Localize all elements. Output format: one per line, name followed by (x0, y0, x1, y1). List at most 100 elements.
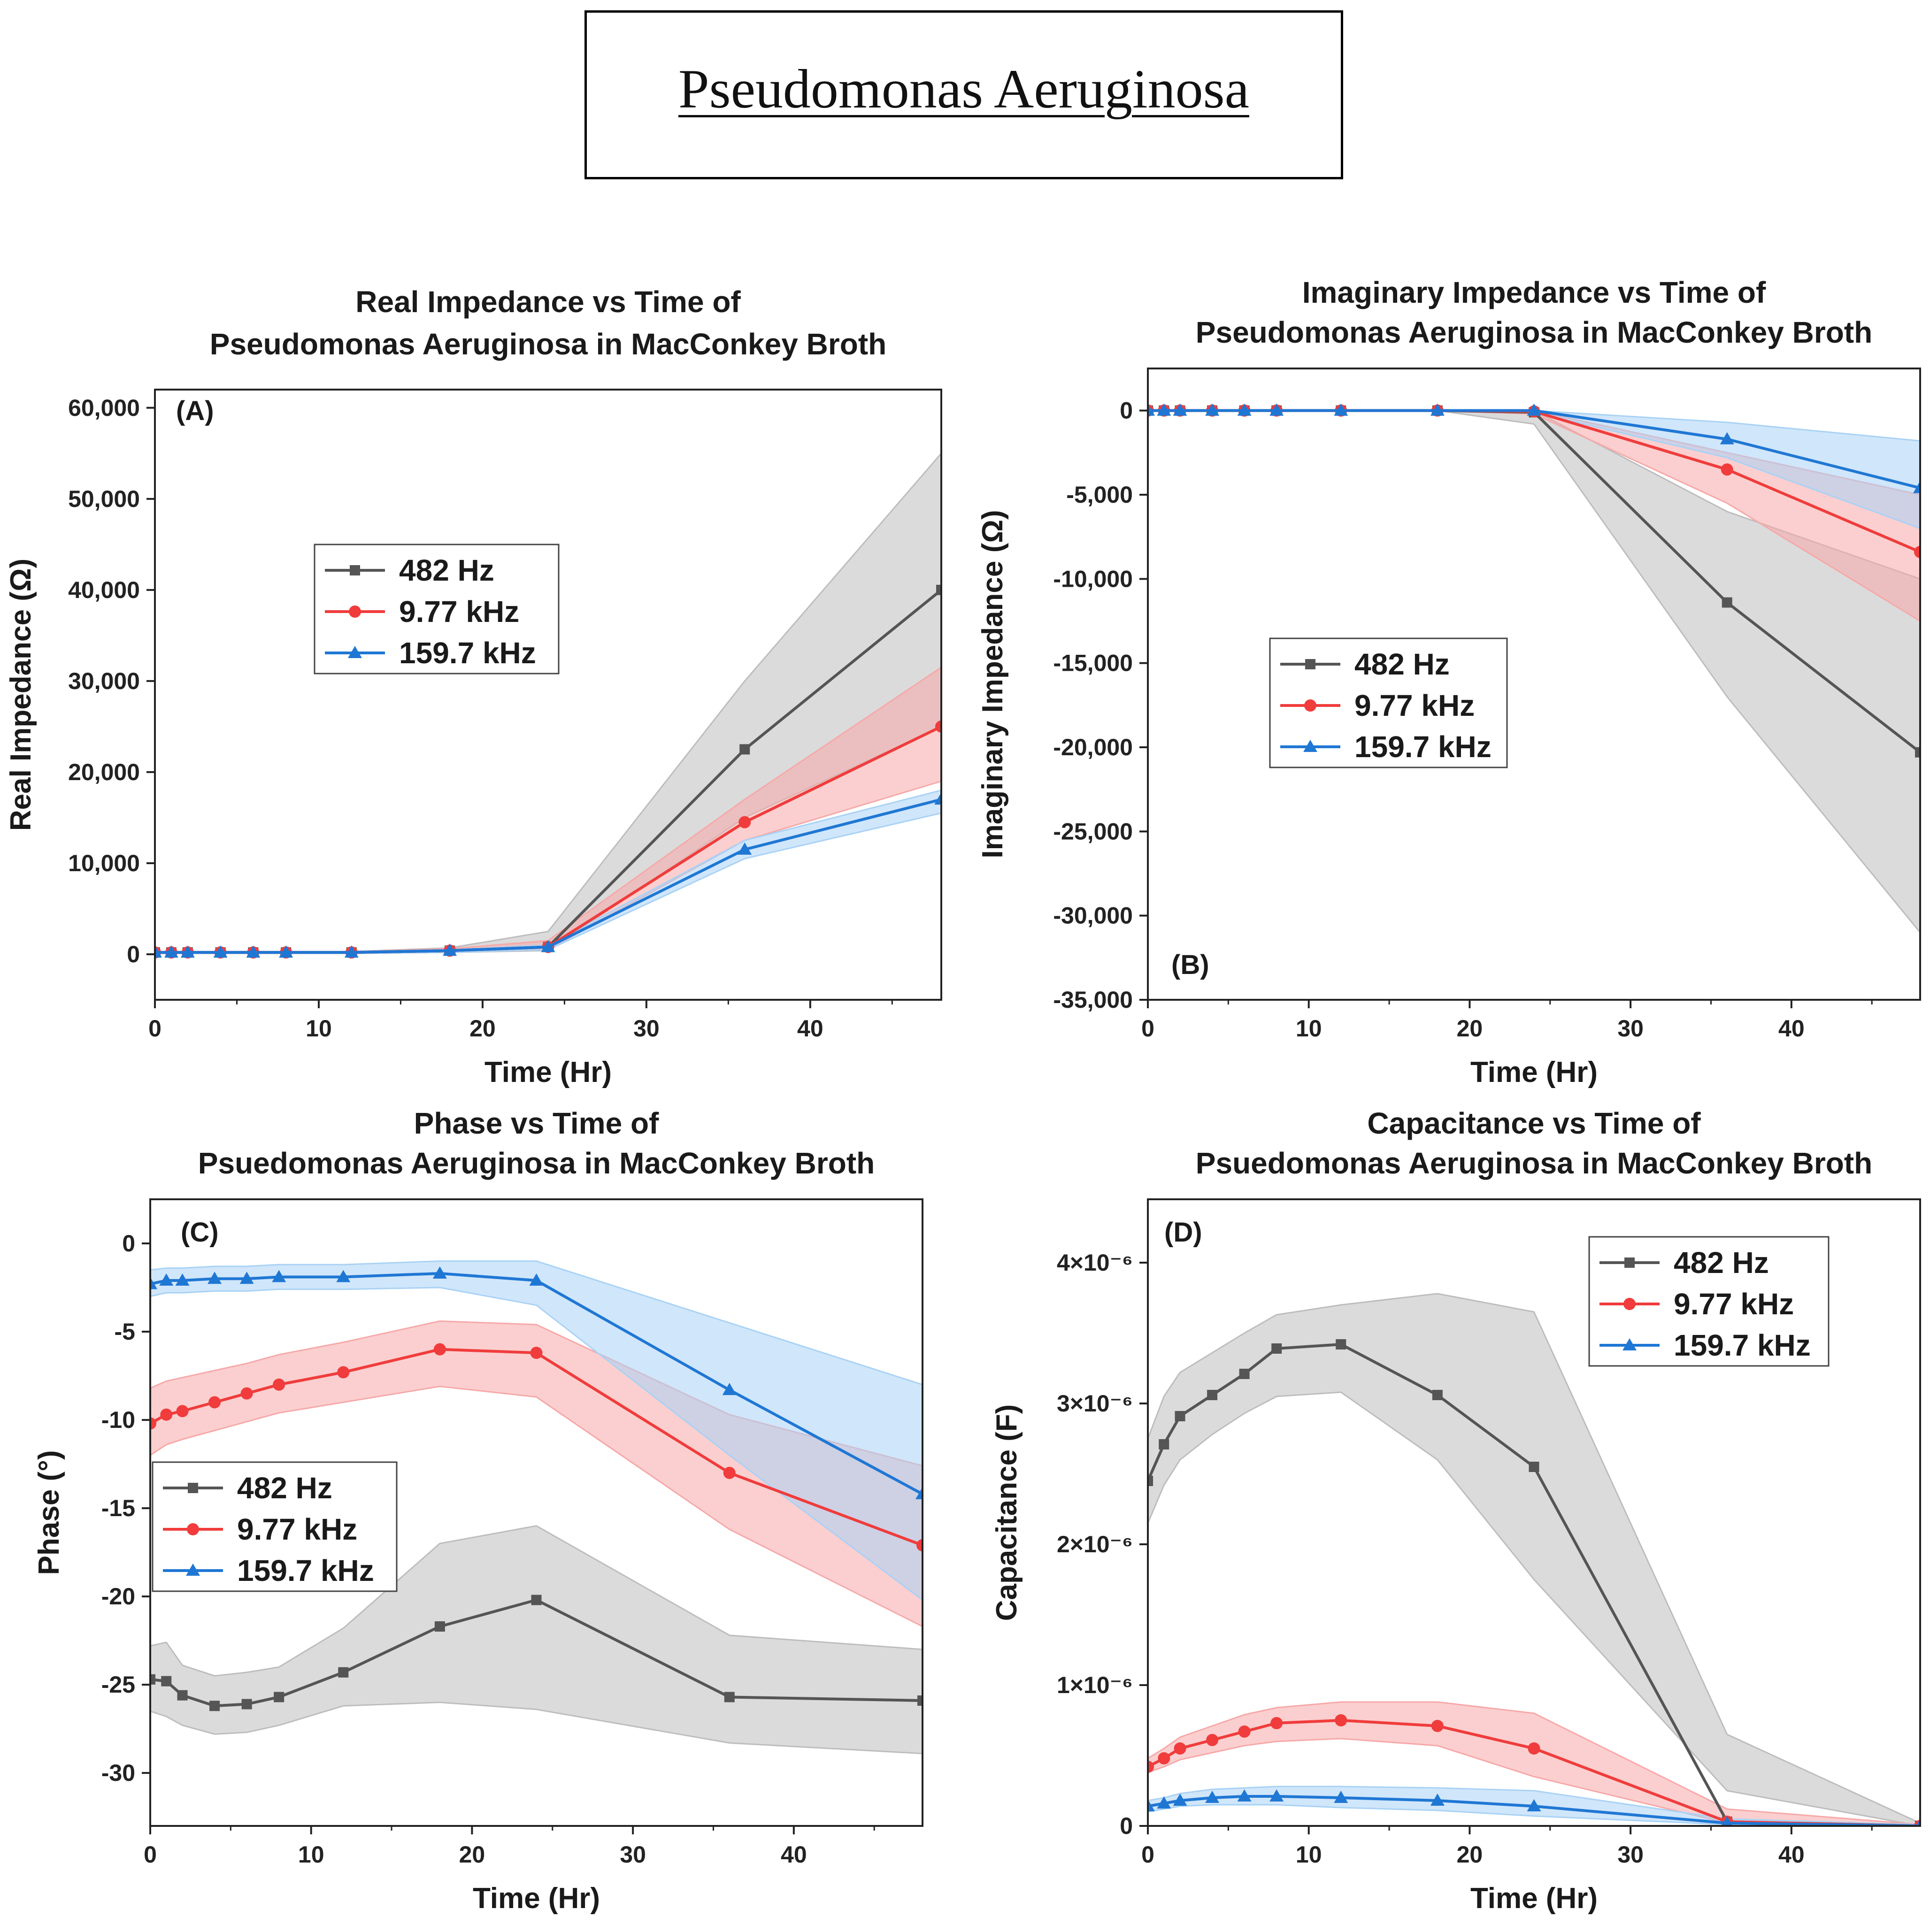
error-band-977khz (150, 1320, 923, 1627)
y-tick-label: -25,000 (1053, 818, 1133, 844)
y-tick-label: -15,000 (1053, 650, 1133, 676)
y-tick-label: -5,000 (1066, 482, 1133, 508)
data-point (1432, 1390, 1443, 1400)
data-point (155, 945, 162, 958)
axes-frame (1147, 368, 1921, 1001)
legend-entry-label: 159.7 kHz (399, 636, 536, 670)
x-tick-label: 40 (1778, 1841, 1805, 1868)
chart-title-line: Pseudomonas Aeruginosa in MacConkey Brot… (1196, 315, 1872, 349)
data-point (1334, 1791, 1348, 1803)
x-tick-label: 0 (144, 1841, 157, 1868)
data-point (240, 1387, 253, 1400)
data-point (246, 945, 261, 958)
data-point (1206, 1734, 1219, 1746)
y-axis-label: Phase (°) (33, 1450, 65, 1575)
legend-entry-label: 482 Hz (237, 1471, 332, 1505)
data-point (177, 1690, 188, 1701)
legend-entry-label: 9.77 kHz (399, 595, 519, 629)
data-point (176, 1405, 189, 1418)
plot-area (150, 1260, 923, 1755)
y-tick-label: 30,000 (68, 668, 140, 694)
legend-marker (1305, 659, 1315, 669)
y-axis-label: Real Impedance (Ω) (5, 559, 37, 831)
axes-frame (149, 1198, 923, 1827)
data-point (1207, 1390, 1218, 1400)
y-tick-label: -25 (101, 1671, 135, 1698)
x-tick-label: 0 (148, 1015, 161, 1042)
legend-marker (186, 1564, 200, 1576)
y-tick-label: 4×10⁻⁶ (1057, 1250, 1133, 1276)
panel-label: (B) (1171, 950, 1209, 980)
y-tick-label: 3×10⁻⁶ (1057, 1390, 1133, 1417)
data-point (738, 842, 752, 855)
legend-marker (350, 565, 360, 575)
y-tick-label: 50,000 (68, 486, 140, 512)
legend-marker (1303, 740, 1317, 752)
x-tick-label: 40 (781, 1841, 807, 1868)
x-tick-label: 10 (1296, 1015, 1322, 1042)
data-point (1914, 545, 1920, 558)
data-point (1148, 1761, 1154, 1773)
data-point (1722, 597, 1732, 608)
data-point (208, 1272, 222, 1284)
y-axis-label: Imaginary Impedance (Ω) (977, 510, 1009, 858)
data-point (1205, 403, 1220, 416)
x-tick-label: 20 (469, 1015, 496, 1042)
data-point (1430, 403, 1445, 416)
data-point (1527, 403, 1541, 416)
y-tick-label: 20,000 (68, 759, 140, 785)
data-point (1269, 403, 1284, 416)
y-tick-label: -10 (101, 1407, 135, 1433)
plot-area (1148, 403, 1920, 934)
panel-label: (D) (1164, 1217, 1202, 1248)
data-point (531, 1595, 542, 1605)
x-tick-label: 0 (1141, 1841, 1154, 1868)
x-axis-label: Time (Hr) (1470, 1056, 1598, 1089)
data-point (1148, 403, 1155, 416)
legend-entry-label: 482 Hz (1674, 1246, 1769, 1280)
data-point (1158, 1752, 1170, 1764)
y-tick-label: -10,000 (1053, 566, 1133, 592)
data-point (1527, 1799, 1541, 1811)
x-tick-label: 40 (1778, 1015, 1805, 1042)
error-band-977khz (1148, 1701, 1920, 1826)
data-point (208, 1396, 221, 1409)
y-tick-label: 0 (122, 1230, 135, 1257)
y-tick-label: 0 (127, 941, 140, 967)
x-tick-label: 10 (298, 1841, 324, 1868)
data-point (161, 1676, 172, 1687)
data-point (1175, 1411, 1185, 1421)
data-point (1529, 1462, 1539, 1472)
data-point (1238, 1725, 1251, 1738)
data-point (916, 1539, 923, 1552)
chart-title-line: Capacitance vs Time of (1367, 1106, 1701, 1140)
legend-entry-label: 482 Hz (399, 553, 494, 587)
data-point (1334, 403, 1348, 416)
data-point (1173, 403, 1187, 416)
data-point (723, 1466, 736, 1479)
data-point (433, 1343, 446, 1356)
legend-entry-label: 159.7 kHz (237, 1554, 374, 1587)
x-tick-label: 30 (1617, 1015, 1644, 1042)
data-point (1174, 1742, 1186, 1755)
chart-title-line: Phase vs Time of (414, 1106, 659, 1140)
data-point (934, 792, 941, 805)
data-point (1915, 747, 1920, 758)
chart-c: Phase vs Time of Psuedomonas Aeruginosa i… (33, 1106, 923, 1915)
chart-d: Capacitance vs Time of Psuedomonas Aerugi… (991, 1106, 1921, 1915)
chart-title-line: Imaginary Impedance vs Time of (1302, 276, 1766, 309)
x-axis-label: Time (Hr) (473, 1882, 600, 1915)
plot-area (155, 452, 941, 959)
data-point (724, 1692, 735, 1702)
legend-marker (1622, 1338, 1637, 1350)
data-point (1431, 1720, 1444, 1732)
legend: 482 Hz 9.77 kHz 159.7 kHz (152, 1461, 398, 1592)
data-point (541, 940, 555, 952)
legend-marker (1623, 1298, 1636, 1310)
plot-area (1148, 1293, 1920, 1826)
data-point (274, 1692, 285, 1702)
y-tick-label: 60,000 (68, 395, 140, 421)
x-axis-label: Time (Hr) (484, 1056, 612, 1089)
error-band-482hz (155, 452, 941, 954)
legend: 482 Hz 9.77 kHz 159.7 kHz (314, 544, 560, 675)
